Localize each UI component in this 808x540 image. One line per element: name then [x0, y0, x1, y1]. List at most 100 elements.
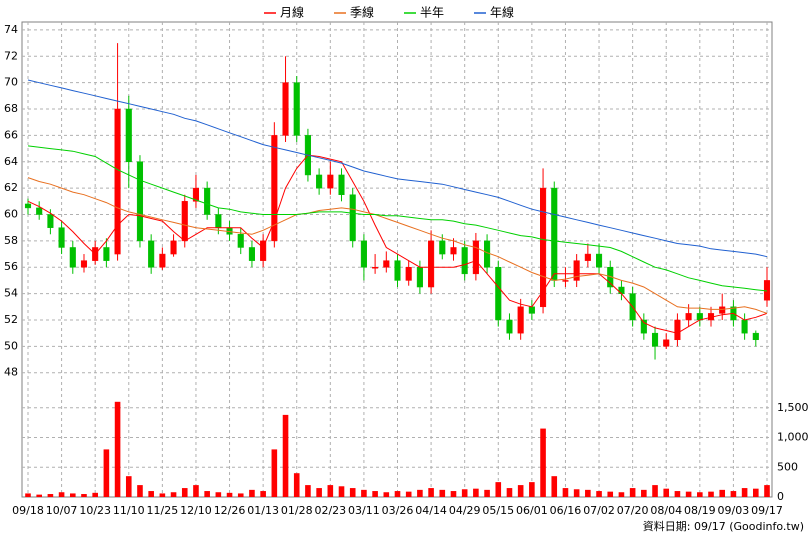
volume-bar [81, 494, 87, 497]
volume-bar [361, 489, 367, 497]
volume-bar [271, 449, 278, 497]
volume-bar [529, 482, 535, 497]
volume-bar [58, 492, 65, 497]
candle-body [640, 319, 647, 334]
volume-bar [506, 488, 513, 497]
candle-body [472, 240, 479, 275]
volume-bar [439, 489, 446, 497]
candle-body [495, 266, 502, 321]
volume-bar [652, 485, 658, 497]
legend-label: 季線 [350, 5, 374, 20]
candle-body [58, 227, 65, 248]
volume-bar [697, 492, 703, 497]
x-tick-label: 04/29 [449, 504, 481, 517]
candle-body [741, 319, 748, 334]
volume-bar [92, 492, 98, 497]
candle-body [719, 306, 726, 314]
x-tick-label: 07/20 [617, 504, 649, 517]
candle-body [484, 240, 491, 268]
candle-body [372, 266, 379, 269]
candle-body [260, 240, 267, 261]
volume-bar [305, 485, 311, 497]
volume-bar [69, 493, 76, 497]
volume-bar [282, 414, 289, 497]
volume-bar [36, 494, 42, 497]
candle-body [215, 214, 222, 228]
volume-bar [484, 489, 490, 497]
y-tick-label: 62 [4, 181, 18, 194]
candle-body [752, 332, 759, 341]
candle-body [663, 339, 670, 347]
volume-bar [551, 476, 558, 497]
volume-bar [450, 491, 457, 497]
volume-bar [137, 485, 143, 497]
candle-body [248, 247, 255, 261]
x-tick-label: 12/26 [214, 504, 246, 517]
volume-bar [114, 401, 121, 497]
y-tick-label: 50 [4, 339, 18, 352]
x-tick-label: 12/10 [180, 504, 212, 517]
volume-bar [316, 488, 322, 497]
candle-body [338, 174, 345, 195]
volume-bar [170, 492, 177, 497]
candle-body [428, 240, 435, 288]
volume-bar [764, 485, 770, 497]
volume-bar [327, 485, 334, 497]
candle-body [36, 207, 43, 215]
candle-body [125, 108, 132, 163]
volume-bar [338, 486, 345, 497]
candle-body [562, 280, 569, 282]
x-tick-label: 05/15 [482, 504, 514, 517]
candle-body [595, 253, 603, 268]
volume-bar [674, 491, 681, 497]
volume-bar [428, 488, 434, 497]
y-tick-label: 74 [4, 23, 18, 36]
y-tick-label: 72 [4, 49, 18, 62]
volume-bar [159, 493, 166, 497]
x-tick-label: 02/23 [314, 504, 346, 517]
candle-body [439, 240, 446, 255]
y-tick-label: 64 [4, 155, 18, 168]
volume-bar [125, 476, 132, 497]
volume-bar [573, 489, 580, 497]
volume-bar [517, 485, 524, 497]
volume-bar [663, 488, 670, 497]
candle-body [103, 247, 110, 261]
candle-body [528, 306, 535, 314]
volume-bar [193, 485, 199, 497]
volume-bar [741, 488, 748, 497]
x-tick-label: 01/13 [247, 504, 279, 517]
candle-body [181, 201, 188, 242]
y2-tick-label: 500 [777, 460, 798, 473]
volume-bar [719, 489, 726, 497]
candle-body [159, 253, 166, 268]
volume-bar [47, 494, 54, 497]
legend-label: 年線 [490, 5, 514, 20]
volume-bar [596, 491, 602, 497]
volume-bar [585, 489, 591, 497]
candle-body [416, 266, 423, 288]
volume-bar [405, 491, 412, 497]
volume-bar [25, 493, 31, 497]
ma-line [27, 177, 768, 314]
volume-bar [562, 488, 569, 497]
y-tick-label: 60 [4, 208, 18, 221]
candle-body [293, 82, 300, 136]
candle-body [573, 260, 580, 281]
x-tick-label: 01/28 [281, 504, 313, 517]
candle-body [383, 260, 390, 268]
candle-body [136, 161, 144, 242]
volume-bar [237, 493, 244, 497]
volume-bar [607, 491, 614, 497]
volume-bar [204, 491, 210, 497]
candle-body [170, 240, 177, 255]
x-tick-label: 09/03 [718, 504, 750, 517]
x-tick-label: 03/11 [348, 504, 380, 517]
candle-body [517, 306, 524, 334]
candle-body [551, 187, 558, 281]
volume-bar [103, 449, 110, 497]
candle-body [327, 174, 334, 189]
y-tick-label: 58 [4, 234, 18, 247]
